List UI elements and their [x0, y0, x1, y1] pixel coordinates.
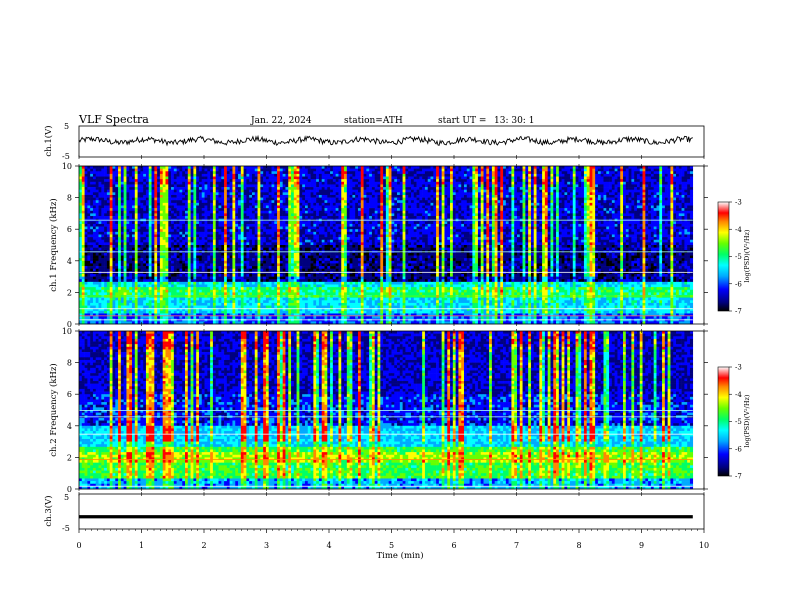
time-axis-tick-label: 1 [139, 541, 144, 550]
ch1-waveform-panel: 5 -5 ch.1(V) [43, 122, 704, 161]
ch3-ylabel: ch.3(V) [43, 495, 54, 526]
time-axis-tick-label: 10 [699, 541, 709, 550]
spectrogram-ytick-label: 4 [67, 257, 72, 266]
time-axis-tick-label: 6 [451, 541, 456, 550]
colorbar-tick-label: -7 [735, 308, 742, 316]
header-date: Jan. 22, 2024 [250, 116, 312, 126]
time-axis-tick-label: 8 [576, 541, 581, 550]
ch1-ytick-top: 5 [64, 122, 69, 131]
ch2-spectrogram-ylabel: ch.2 Frequency (kHz) [48, 363, 59, 456]
colorbar-tick-label: -6 [735, 445, 742, 453]
colorbar-tick-label: -5 [735, 253, 742, 261]
spectrogram-ytick-label: 4 [67, 422, 72, 431]
ch2-colorbar [718, 367, 729, 476]
colorbar-tick-label: -4 [735, 391, 742, 399]
header-station: station=ATH [344, 116, 403, 126]
colorbar-tick-label: -7 [735, 473, 742, 481]
time-axis-tick-label: 4 [326, 541, 331, 550]
ch2-colorbar-label: log(PSD)(V²/Hz) [743, 394, 751, 447]
header-start-label: start UT = [438, 116, 486, 126]
ch1-ytick-bottom: -5 [62, 152, 70, 161]
time-axis-tick-label: 7 [514, 541, 519, 550]
spectrogram-ytick-label: 8 [67, 359, 72, 368]
time-axis-label: Time (min) [376, 550, 423, 561]
vlf-figure: VLF Spectra Jan. 22, 2024 station=ATH st… [0, 0, 792, 612]
ch1-colorbar-ticks: -3 -4 -5 -6 -7 [729, 199, 742, 316]
ch1-spectrogram-ylabel: ch.1 Frequency (kHz) [48, 198, 59, 291]
ch2-colorbar-ticks: -3 -4 -5 -6 -7 [729, 364, 742, 481]
ch1-colorbar [718, 202, 729, 311]
spectrogram-ytick-label: 10 [62, 327, 72, 336]
spectrogram-ytick-label: 6 [67, 225, 72, 234]
header-start-time: 13: 30: 1 [494, 116, 534, 126]
ch1-colorbar-label: log(PSD)(V²/Hz) [743, 229, 751, 282]
spectrogram-ytick-label: 6 [67, 390, 72, 399]
figure-title: VLF Spectra [78, 113, 149, 126]
time-axis-tick-label: 5 [389, 541, 394, 550]
spectrogram-ytick-label: 10 [62, 162, 72, 171]
ch3-waveform-panel: 5 -5 ch.3(V) [43, 493, 704, 533]
time-axis-tick-label: 9 [639, 541, 644, 550]
ch3-waveform-frame [79, 494, 704, 529]
time-axis-tick-label: 0 [76, 541, 81, 550]
spectrogram-ytick-label: 2 [67, 288, 72, 297]
time-axis-tick-label: 2 [201, 541, 206, 550]
colorbar-tick-label: -3 [735, 199, 742, 207]
time-axis-tick-label: 3 [264, 541, 269, 550]
ch1-spectrogram-image [79, 166, 693, 324]
ch2-spectrogram-image [79, 331, 693, 489]
spectrogram-ytick-label: 8 [67, 194, 72, 203]
spectrogram-ytick-label: 2 [67, 453, 72, 462]
colorbar-tick-label: -3 [735, 364, 742, 372]
ch3-ytick-top: 5 [64, 493, 69, 502]
colorbar-tick-label: -6 [735, 280, 742, 288]
ch1-ylabel: ch.1(V) [43, 125, 54, 156]
ch3-ytick-bottom: -5 [62, 524, 70, 533]
colorbar-tick-label: -4 [735, 226, 742, 234]
colorbar-tick-label: -5 [735, 418, 742, 426]
